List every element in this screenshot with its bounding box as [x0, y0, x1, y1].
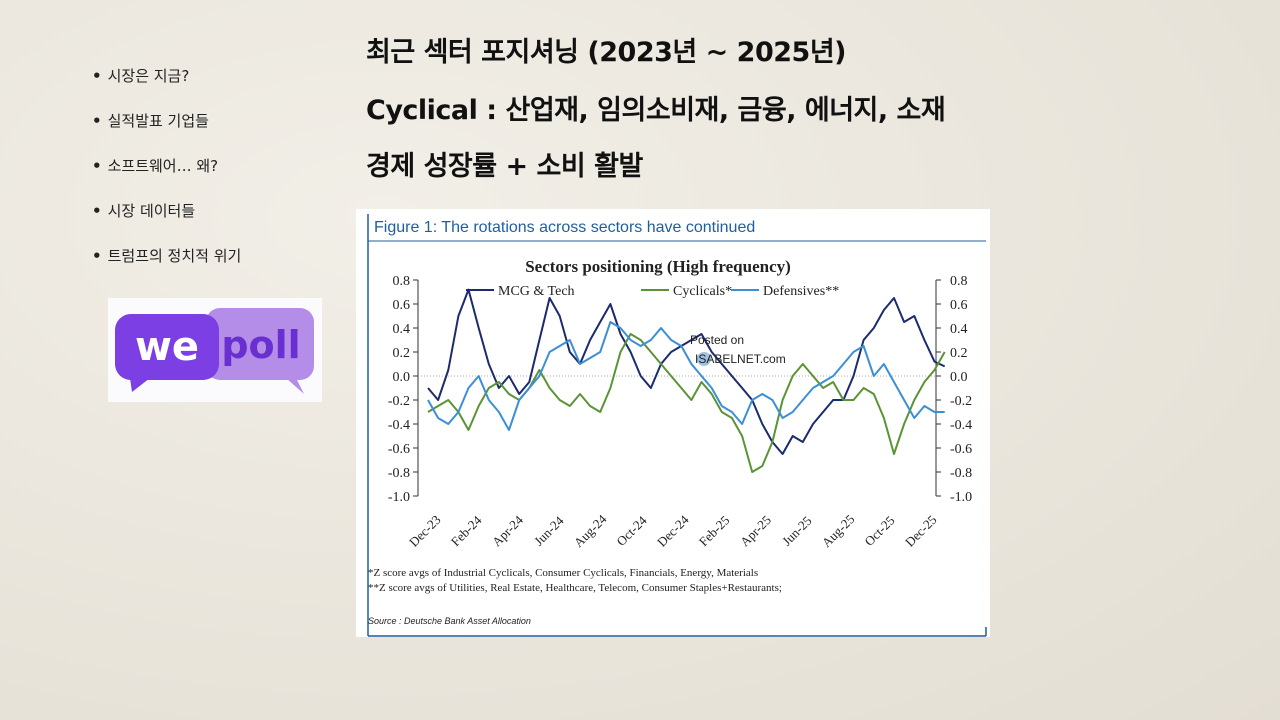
wepoll-logo-graphic: we poll [115, 308, 314, 394]
y-tick-label-right: 0.8 [950, 274, 968, 289]
watermark-posted-on: Posted on [690, 333, 744, 347]
agenda-item-label: 시장은 지금? [107, 67, 190, 85]
bullet-dot: • [92, 112, 102, 130]
footnote-cyclicals: *Z score avgs of Industrial Cyclicals, C… [368, 567, 758, 579]
x-tick-label: Feb-25 [696, 512, 733, 549]
bullet-dot: • [92, 157, 102, 175]
logo-bubble-front [115, 314, 219, 380]
x-tick-label: Feb-24 [448, 512, 485, 549]
legend-label: Defensives** [763, 284, 839, 299]
sector-positioning-chart: Sectors positioning (High frequency) MCG… [367, 214, 987, 637]
bullet-dot: • [92, 67, 102, 85]
chart-title: Sectors positioning (High frequency) [525, 257, 791, 276]
agenda-item-label: 트럼프의 정치적 위기 [107, 247, 242, 265]
logo-poll: poll [221, 323, 300, 367]
y-tick-label-right: -0.4 [950, 418, 972, 433]
y-tick-label-left: 0.2 [393, 346, 411, 361]
y-tick-label-left: -0.6 [388, 442, 410, 457]
x-tick-label: Jun-25 [779, 513, 815, 549]
y-tick-label-right: -0.8 [950, 466, 972, 481]
headline-3: 경제 성장률 + 소비 활발 [366, 151, 643, 182]
agenda-item: • 트럼프의 정치적 위기 [92, 244, 241, 289]
y-tick-label-left: 0.6 [393, 298, 411, 313]
headline-1: 최근 섹터 포지셔닝 (2023년 ~ 2025년) [366, 37, 847, 68]
x-tick-label: Aug-24 [571, 511, 610, 550]
y-tick-label-left: -1.0 [388, 490, 410, 505]
x-tick-label: Oct-25 [861, 513, 897, 549]
x-tick-label: Aug-25 [819, 511, 858, 550]
y-tick-label-left: 0.0 [393, 370, 411, 385]
x-tick-label: Dec-24 [654, 512, 692, 550]
x-tick-label: Dec-25 [902, 512, 940, 550]
bullet-dot: • [92, 247, 102, 265]
agenda-item: • 소프트웨어… 왜? [92, 154, 241, 199]
x-tick-label: Jun-24 [531, 513, 567, 549]
agenda-list: • 시장은 지금? • 실적발표 기업들 • 소프트웨어… 왜? • 시장 데이터들 •… [92, 64, 241, 289]
figure-title: Figure 1: The rotations across sectors h… [374, 219, 756, 236]
y-tick-label-right: -1.0 [950, 490, 972, 505]
footnote-defensives: **Z score avgs of Utilities, Real Estate… [368, 582, 782, 594]
series-line-2 [427, 321, 945, 431]
y-tick-label-right: 0.6 [950, 298, 968, 313]
y-tick-label-right: 0.2 [950, 346, 968, 361]
y-tick-label-left: 0.4 [393, 322, 411, 337]
logo-we: we [135, 324, 199, 370]
agenda-item: • 시장 데이터들 [92, 199, 241, 244]
y-tick-label-left: -0.2 [388, 394, 410, 409]
legend-label: Cyclicals* [673, 284, 732, 299]
agenda-item-label: 소프트웨어… 왜? [107, 157, 219, 175]
agenda-item: • 실적발표 기업들 [92, 109, 241, 154]
watermark-site: ISABELNET.com [695, 352, 786, 366]
agenda-item-label: 실적발표 기업들 [107, 112, 209, 130]
series-line-1 [427, 333, 946, 473]
chart-series [427, 288, 946, 473]
logo-bubble-back [206, 308, 314, 380]
x-tick-label: Apr-25 [737, 512, 774, 549]
y-tick-label-left: 0.8 [393, 274, 411, 289]
legend-label: MCG & Tech [498, 284, 575, 299]
x-tick-label: Apr-24 [489, 512, 526, 549]
y-tick-label-left: -0.8 [388, 466, 410, 481]
y-tick-label-right: 0.0 [950, 370, 968, 385]
bullet-dot: • [92, 202, 102, 220]
wepoll-logo: we poll [108, 298, 322, 402]
watermark-globe-icon [697, 352, 711, 366]
logo-bubble-front-tail [130, 378, 150, 392]
x-tick-label: Oct-24 [613, 512, 649, 548]
y-tick-label-right: -0.2 [950, 394, 972, 409]
series-line-0 [427, 288, 946, 455]
logo-bubble-back-tail [286, 378, 304, 394]
agenda-item: • 시장은 지금? [92, 64, 241, 109]
headline-2: Cyclical : 산업재, 임의소비재, 금융, 에너지, 소재 [366, 95, 946, 126]
y-tick-label-left: -0.4 [388, 418, 410, 433]
chart-legend: MCG & Tech Cyclicals* Defensives** [466, 284, 839, 299]
y-tick-label-right: 0.4 [950, 322, 968, 337]
figure-source: Source : Deutsche Bank Asset Allocation [368, 616, 531, 626]
y-tick-label-right: -0.6 [950, 442, 972, 457]
x-tick-label: Dec-23 [406, 512, 444, 550]
agenda-item-label: 시장 데이터들 [107, 202, 196, 220]
